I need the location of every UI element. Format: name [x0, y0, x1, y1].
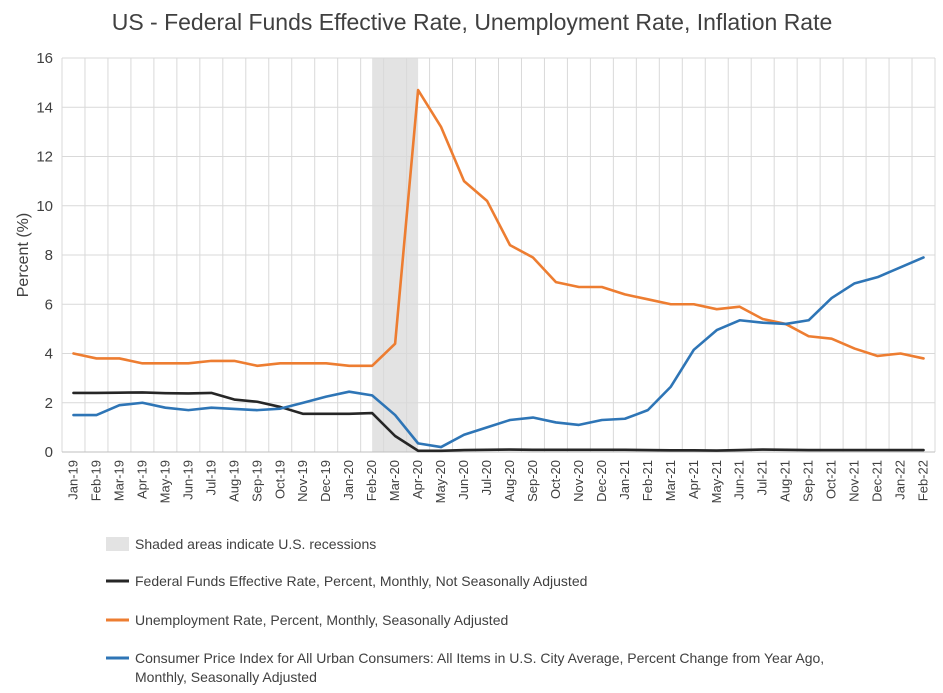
y-tick-label: 14 — [36, 99, 53, 116]
y-tick-label: 10 — [36, 198, 53, 215]
x-tick-label: Aug-20 — [502, 460, 517, 502]
x-tick-label: Sep-21 — [801, 460, 816, 502]
x-tick-label: Jan-21 — [617, 460, 632, 500]
y-tick-label: 12 — [36, 149, 53, 166]
legend: Shaded areas indicate U.S. recessions Fe… — [106, 536, 824, 685]
x-tick-label: Apr-19 — [134, 460, 149, 499]
plot-area: 0 2 4 6 8 10 12 14 16 Jan-19 Feb-19 Mar-19 Apr-19 May… — [36, 50, 936, 503]
x-tick-label: Nov-20 — [571, 460, 586, 502]
x-tick-label: Aug-21 — [778, 460, 793, 502]
x-tick-label: Jul-21 — [755, 460, 770, 495]
y-axis-label: Percent (%) — [15, 213, 32, 297]
x-tick-label: Oct-19 — [272, 460, 287, 499]
legend-unemployment-label: Unemployment Rate, Percent, Monthly, Sea… — [135, 612, 508, 628]
x-tick-label: Dec-21 — [870, 460, 885, 502]
y-tick-label: 2 — [45, 395, 53, 412]
x-tick-label: Jun-21 — [732, 460, 747, 500]
x-tick-label: Feb-19 — [88, 460, 103, 501]
y-tick-label: 0 — [45, 444, 53, 461]
x-tick-label: Jan-20 — [341, 460, 356, 500]
x-tick-label: Jun-20 — [456, 460, 471, 500]
x-tick-label: Jun-19 — [180, 460, 195, 500]
x-tick-label: Oct-20 — [548, 460, 563, 499]
x-tick-label: Mar-19 — [111, 460, 126, 501]
series-line-fed-funds-rate — [72, 391, 925, 453]
x-tick-label: Oct-21 — [824, 460, 839, 499]
x-tick-label: Jan-22 — [893, 460, 908, 500]
x-tick-label: Feb-21 — [640, 460, 655, 501]
x-tick-label: Apr-20 — [410, 460, 425, 499]
x-tick-label: Apr-21 — [686, 460, 701, 499]
legend-cpi-label-cont: Monthly, Seasonally Adjusted — [135, 669, 317, 685]
y-tick-label: 16 — [36, 50, 53, 67]
legend-fedfunds-label: Federal Funds Effective Rate, Percent, M… — [135, 573, 587, 589]
legend-recession-label: Shaded areas indicate U.S. recessions — [135, 536, 376, 552]
y-tick-label: 4 — [45, 346, 53, 363]
legend-recession-swatch — [106, 537, 129, 551]
y-tick-label: 8 — [45, 247, 53, 264]
x-tick-label: Nov-19 — [295, 460, 310, 502]
x-tick-label: May-21 — [709, 460, 724, 503]
x-tick-label: Sep-20 — [525, 460, 540, 502]
x-tick-label: May-19 — [157, 460, 172, 503]
chart-title: US - Federal Funds Effective Rate, Unemp… — [112, 9, 833, 35]
x-tick-label: Jul-20 — [479, 460, 494, 495]
x-tick-label: Dec-19 — [318, 460, 333, 502]
x-tick-label: Aug-19 — [226, 460, 241, 502]
x-tick-label: May-20 — [433, 460, 448, 503]
x-tick-label: Feb-22 — [916, 460, 931, 501]
x-tick-label: Mar-21 — [663, 460, 678, 501]
legend-cpi-label: Consumer Price Index for All Urban Consu… — [135, 650, 824, 666]
x-tick-label: Jul-19 — [203, 460, 218, 495]
x-tick-label: Dec-20 — [594, 460, 609, 502]
x-tick-label: Sep-19 — [249, 460, 264, 502]
series-line-cpi-inflation — [72, 256, 925, 449]
x-tick-label: Jan-19 — [65, 460, 80, 500]
x-tick-label: Feb-20 — [364, 460, 379, 501]
x-tick-label: Nov-21 — [847, 460, 862, 502]
x-tick-label: Mar-20 — [387, 460, 402, 501]
y-tick-label: 6 — [45, 296, 53, 313]
